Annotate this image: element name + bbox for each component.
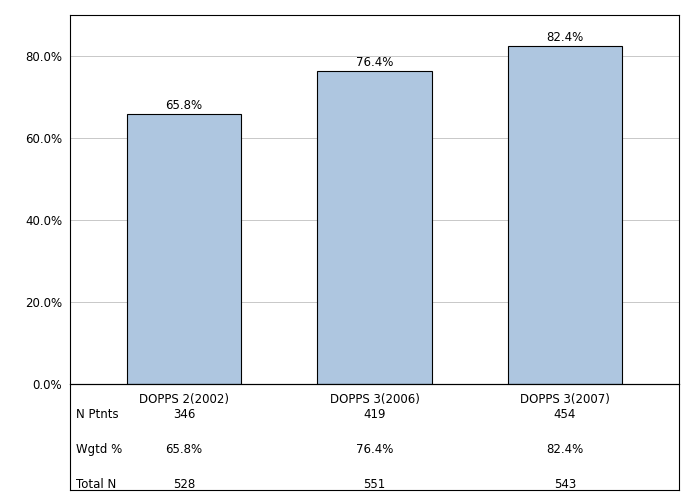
- Text: 82.4%: 82.4%: [546, 444, 583, 456]
- Text: 551: 551: [363, 478, 386, 491]
- Bar: [127, 114, 241, 384]
- Bar: [508, 46, 622, 384]
- Text: 454: 454: [554, 408, 576, 420]
- Text: Wgtd %: Wgtd %: [76, 444, 122, 456]
- Text: 419: 419: [363, 408, 386, 420]
- Text: 543: 543: [554, 478, 576, 491]
- Text: N Ptnts: N Ptnts: [76, 408, 119, 420]
- Text: 82.4%: 82.4%: [546, 31, 583, 44]
- Text: 65.8%: 65.8%: [166, 444, 203, 456]
- Text: 76.4%: 76.4%: [356, 56, 393, 69]
- Text: 528: 528: [173, 478, 195, 491]
- Text: 76.4%: 76.4%: [356, 444, 393, 456]
- Text: 65.8%: 65.8%: [166, 100, 203, 112]
- Bar: [317, 71, 432, 384]
- Text: Total N: Total N: [76, 478, 116, 491]
- Text: 346: 346: [173, 408, 195, 420]
